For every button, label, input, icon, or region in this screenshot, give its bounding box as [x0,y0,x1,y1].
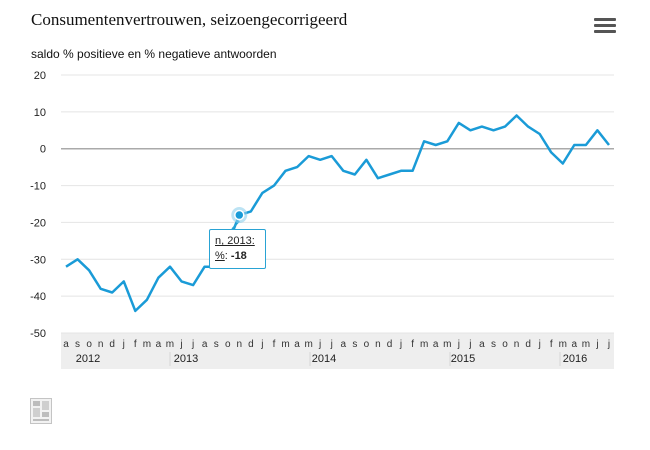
year-label: 2015 [451,353,475,365]
x-tick-label: a [479,339,485,350]
year-label: 2012 [76,353,100,365]
highlight-point[interactable] [234,209,245,221]
x-tick-label: a [572,339,578,350]
x-tick-label: o [502,339,508,350]
y-axis-label: saldo % positieve en % negatieve antwoor… [31,47,277,61]
x-tick-label: n [375,339,381,350]
x-tick-label: j [607,339,610,350]
x-tick-label: j [260,339,263,350]
x-tick-label: f [550,339,553,350]
x-tick-label: a [294,339,300,350]
x-tick-label: j [595,339,598,350]
y-tick-label: 0 [40,144,46,156]
x-tick-label: m [166,339,174,350]
x-tick-label: o [86,339,92,350]
x-tick-label: s [491,339,496,350]
y-tick-label: -50 [30,328,46,340]
y-tick-label: 10 [34,107,46,119]
year-label: 2014 [312,353,336,365]
year-label: 2016 [563,353,587,365]
y-tick-label: -10 [30,181,46,193]
cbs-logo-icon [30,398,52,424]
year-label: 2013 [174,353,198,365]
x-tick-label: j [538,339,541,350]
x-tick-label: d [387,339,393,350]
x-tick-label: d [525,339,531,350]
x-tick-label: d [109,339,115,350]
x-tick-label: m [559,339,567,350]
x-tick-label: m [281,339,289,350]
x-tick-label: f [134,339,137,350]
x-tick-label: s [352,339,357,350]
x-tick-label: j [330,339,333,350]
x-tick-label: d [248,339,254,350]
x-tick-label: m [420,339,428,350]
tooltip: n, 2013: %: -18 [209,229,266,269]
x-tick-label: f [273,339,276,350]
x-tick-label: j [179,339,182,350]
x-tick-label: j [318,339,321,350]
x-tick-label: a [202,339,208,350]
x-tick-label: m [143,339,151,350]
x-tick-label: m [304,339,312,350]
x-tick-label: s [214,339,219,350]
x-tick-label: a [433,339,439,350]
x-tick-label: a [63,339,69,350]
x-tick-label: m [582,339,590,350]
x-axis-band [61,333,614,369]
y-tick-label: -40 [30,291,46,303]
x-tick-label: a [156,339,162,350]
x-tick-label: j [399,339,402,350]
tooltip-label: n, 2013: [215,235,255,247]
chart-title: Consumentenvertrouwen, seizoengecorrigee… [31,10,348,29]
tooltip-series-label: % [215,250,225,262]
x-tick-label: o [225,339,231,350]
y-tick-label: 20 [34,70,46,82]
x-tick-label: n [98,339,104,350]
x-tick-label: j [457,339,460,350]
x-tick-label: a [340,339,346,350]
hamburger-menu-icon[interactable] [594,18,616,36]
x-tick-label: m [443,339,451,350]
x-tick-label: n [514,339,520,350]
y-tick-label: -20 [30,217,46,229]
series-line [65,114,610,313]
x-tick-label: j [191,339,194,350]
x-tick-label: j [122,339,125,350]
tooltip-value: -18 [230,250,247,262]
x-tick-label: n [237,339,243,350]
x-tick-label: o [364,339,370,350]
x-tick-label: j [468,339,471,350]
x-tick-label: s [75,339,80,350]
y-tick-label: -30 [30,254,46,266]
x-tick-label: f [411,339,414,350]
